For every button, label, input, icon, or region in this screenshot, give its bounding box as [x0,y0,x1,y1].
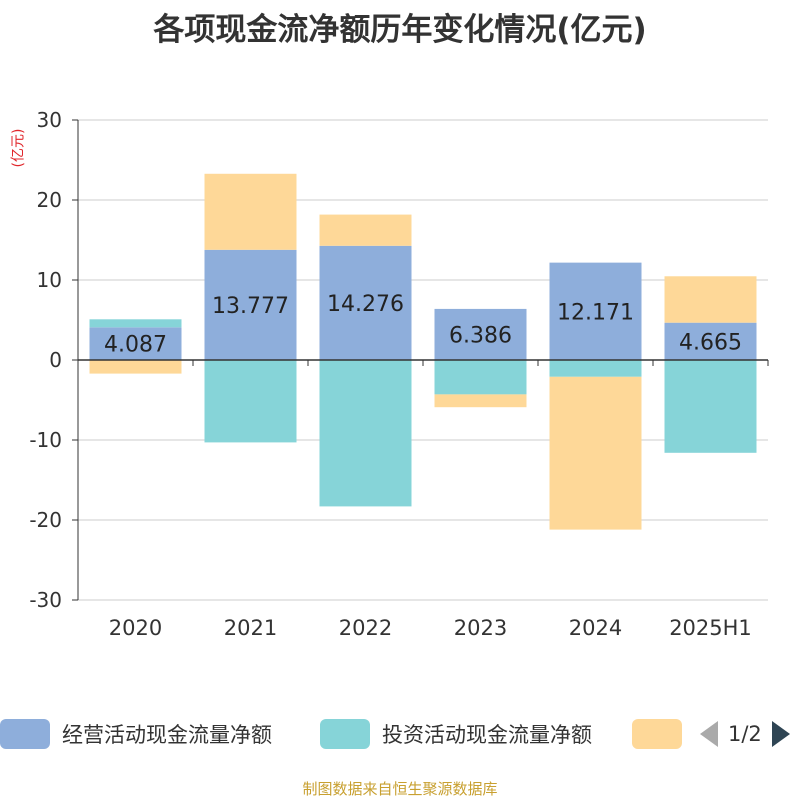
legend-swatch-operating [0,719,50,749]
data-label: 13.777 [212,294,289,319]
source-note: 制图数据来自恒生聚源数据库 [302,780,498,798]
legend: 经营活动现金流量净额 投资活动现金流量净额 1/2 [0,716,800,756]
data-label: 4.087 [104,333,167,358]
x-tick-label: 2024 [569,616,622,640]
x-tick-label: 2020 [109,616,162,640]
y-tick-label: 30 [37,108,62,132]
legend-swatch-investing [320,719,370,749]
bar-segment [204,249,297,360]
bar-segment [549,376,642,530]
data-label: 12.171 [557,300,634,325]
bar-segment [319,245,412,360]
bar-segment [89,360,182,374]
bar-segment [434,308,527,360]
legend-swatch-third [632,719,682,749]
x-tick-label: 2025H1 [669,616,752,640]
bar-segment [434,394,527,408]
legend-prev-icon[interactable] [700,721,718,747]
bar-segment [434,360,527,395]
bar-segment [664,322,757,360]
legend-item-operating[interactable]: 经营活动现金流量净额 [0,716,272,752]
bar-segment [664,360,757,453]
data-label: 14.276 [327,292,404,317]
y-tick-label: 10 [37,268,62,292]
legend-item-investing[interactable]: 投资活动现金流量净额 [320,716,592,752]
legend-next-icon[interactable] [771,721,790,747]
y-tick-label: -10 [29,428,62,452]
y-tick-label: -20 [29,508,62,532]
legend-label-investing: 投资活动现金流量净额 [382,723,592,747]
data-label: 6.386 [449,323,512,348]
bar-segment [89,319,182,328]
bar-segment [204,360,297,443]
bar-segment [89,327,182,360]
bar-segment [319,360,412,507]
bar-segment [549,262,642,360]
bar-segment [204,173,297,250]
x-tick-label: 2023 [454,616,507,640]
y-tick-label: -30 [29,588,62,612]
bar-segment [549,360,642,377]
x-tick-label: 2022 [339,616,392,640]
bar-chart: 30 20 10 0 -10 -20 -30 4.087 13.777 14.276 6.386 12… [29,108,769,640]
bar-segment [664,276,757,323]
legend-item-third[interactable] [632,716,682,752]
bar-segment [319,214,412,246]
legend-pager: 1/2 [700,716,790,752]
legend-page-indicator: 1/2 [728,722,762,746]
x-tick-label: 2021 [224,616,277,640]
data-label: 4.665 [679,330,742,355]
y-tick-label: 0 [49,348,62,372]
legend-label-operating: 经营活动现金流量净额 [62,723,272,747]
y-tick-label: 20 [37,188,62,212]
chart-title: 各项现金流净额历年变化情况(亿元) [153,12,647,48]
